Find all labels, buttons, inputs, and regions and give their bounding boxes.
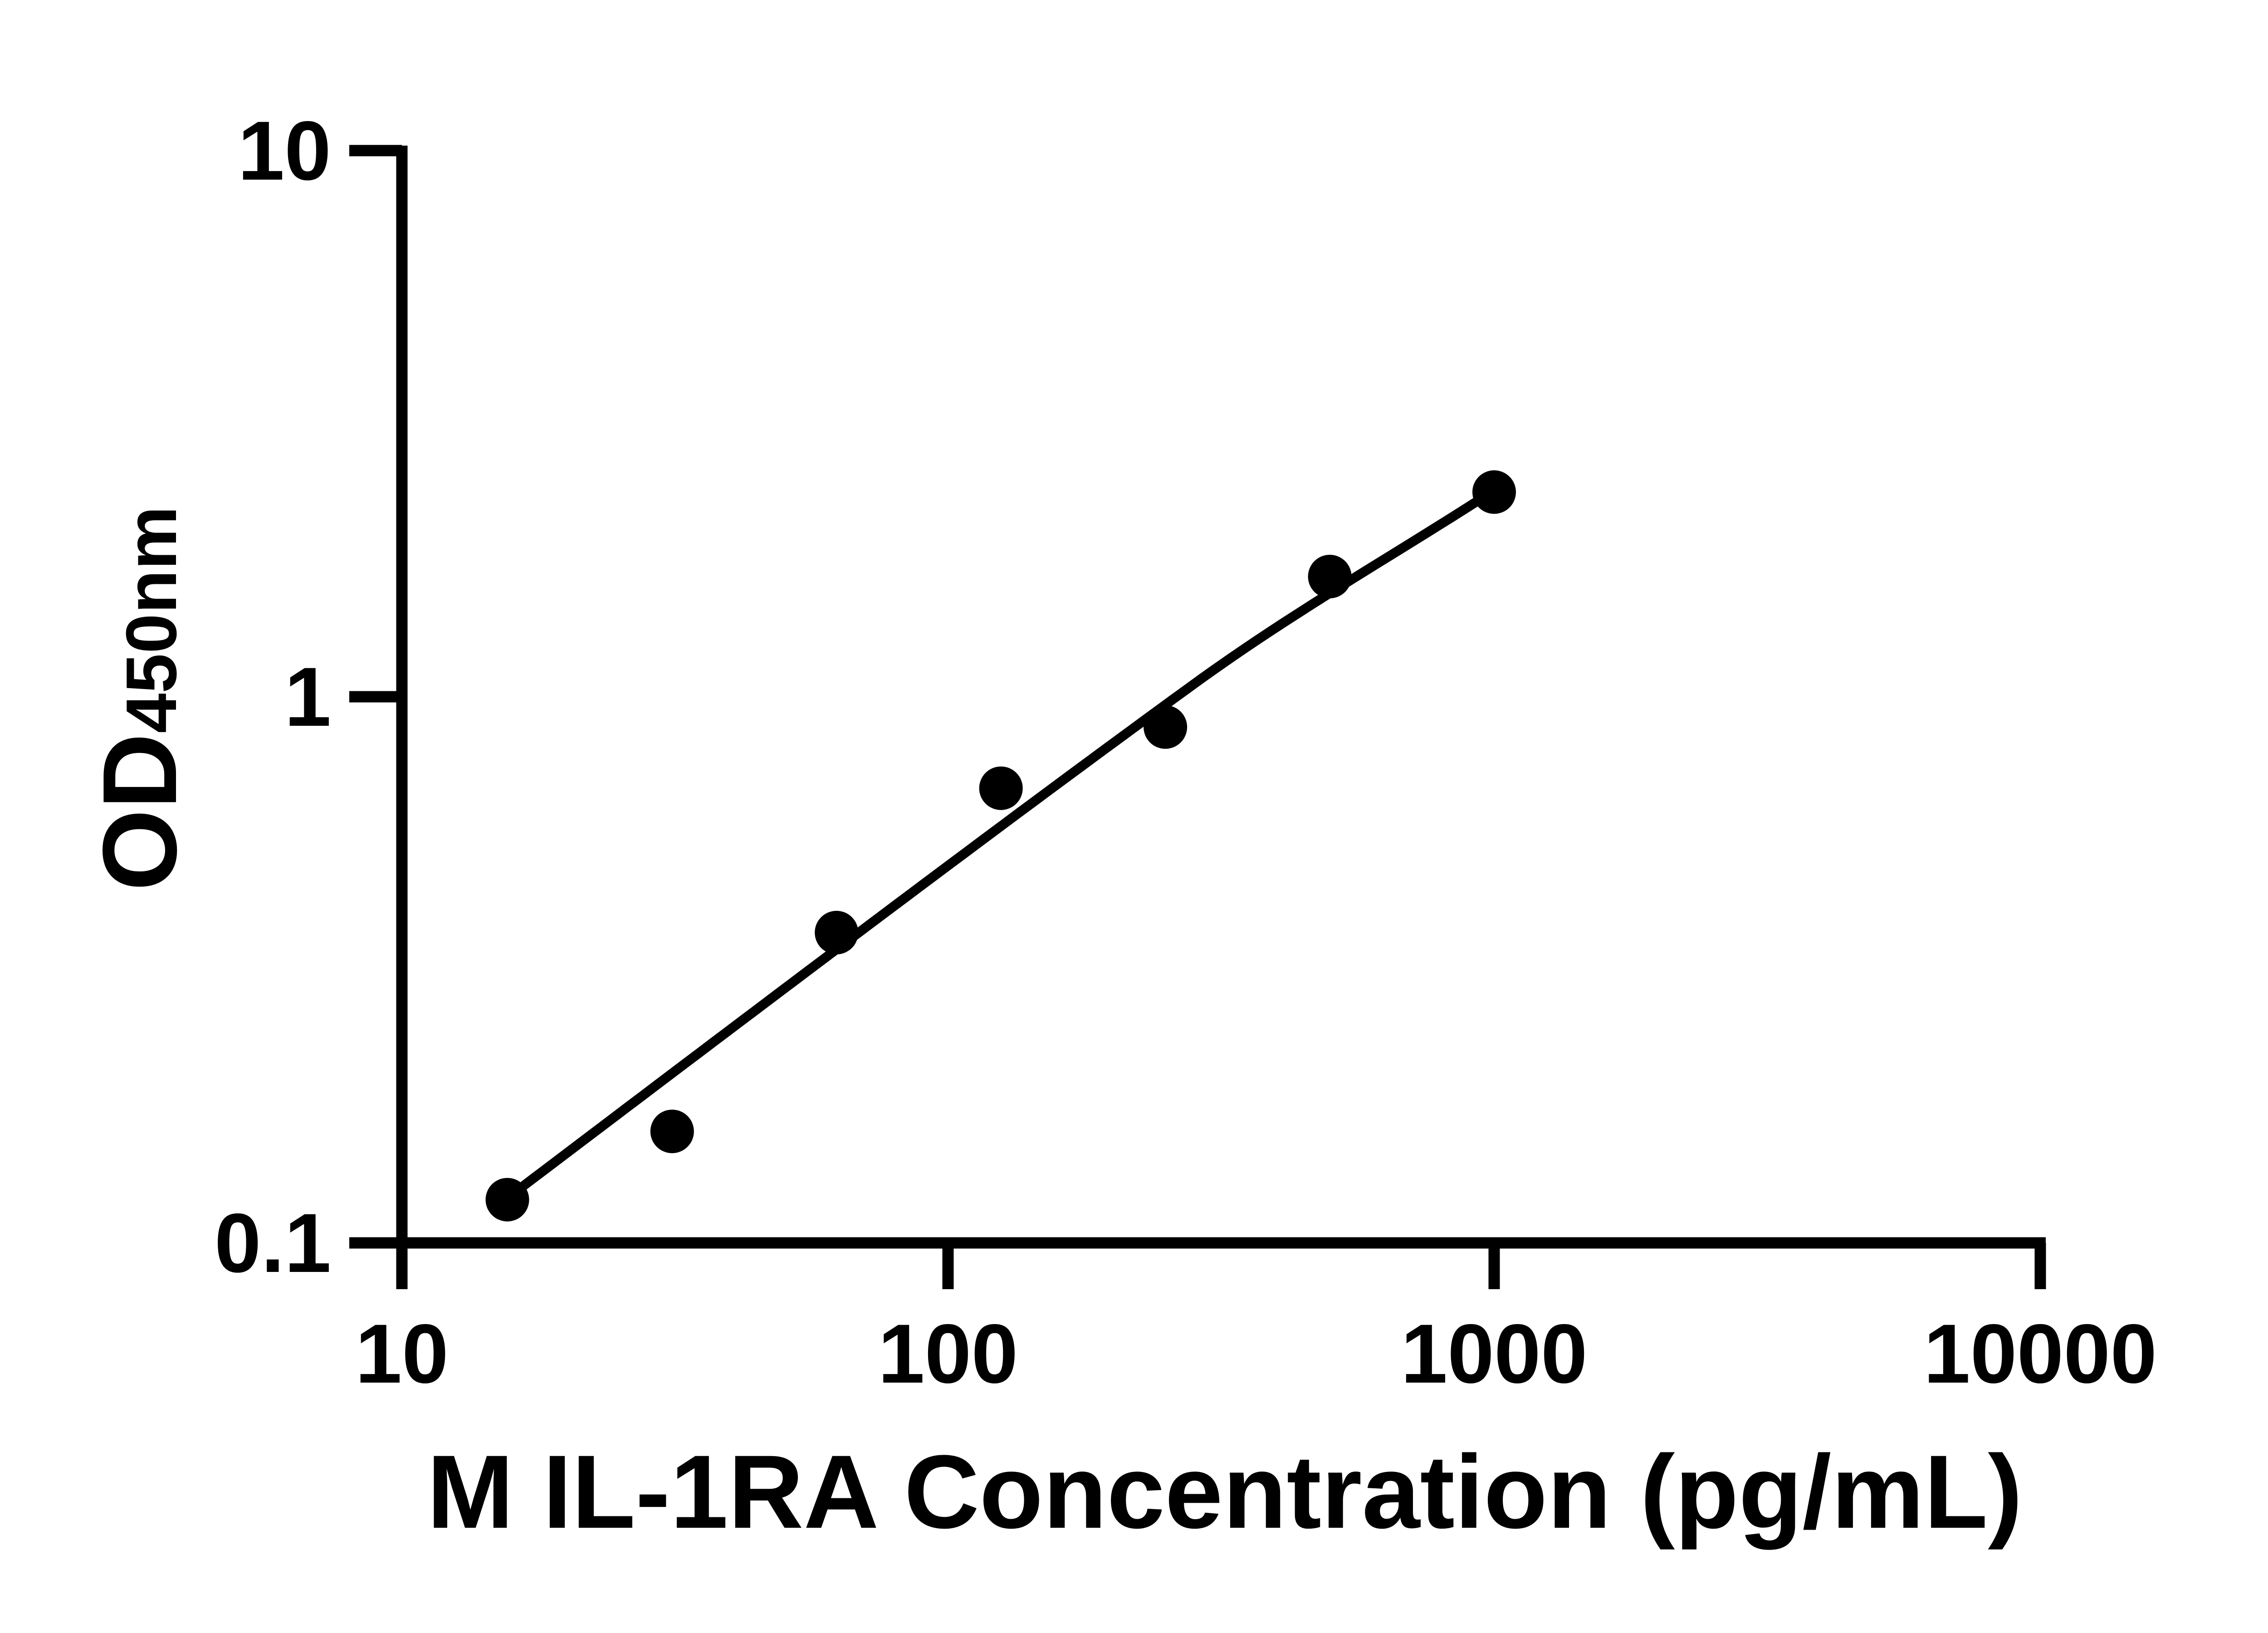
tick-labels: 0.1 1 10 10 100 1000 10000 — [215, 104, 2157, 1401]
data-point — [815, 910, 859, 954]
axes — [349, 145, 2046, 1289]
x-tick-label-10: 10 — [355, 1307, 449, 1401]
x-axis-title: M IL-1RA Concentration (pg/mL) — [427, 1433, 2023, 1550]
data-points — [485, 470, 1516, 1222]
y-axis-title: OD450nm — [81, 506, 199, 891]
x-tick-label-10000: 10000 — [1924, 1307, 2157, 1401]
y-axis-title-sub: 450nm — [112, 506, 191, 733]
data-point — [485, 1178, 529, 1222]
y-tick-label-10: 10 — [238, 104, 331, 198]
data-point — [1144, 705, 1188, 749]
y-axis-title-main: OD — [81, 733, 199, 891]
y-tick-label-0.1: 0.1 — [215, 1197, 331, 1290]
x-tick-label-1000: 1000 — [1401, 1307, 1588, 1401]
data-point — [979, 766, 1023, 810]
data-point — [1308, 555, 1352, 598]
x-tick-label-100: 100 — [878, 1307, 1018, 1401]
y-tick-label-1: 1 — [284, 650, 331, 744]
data-point — [1472, 470, 1516, 514]
data-point — [650, 1110, 694, 1154]
